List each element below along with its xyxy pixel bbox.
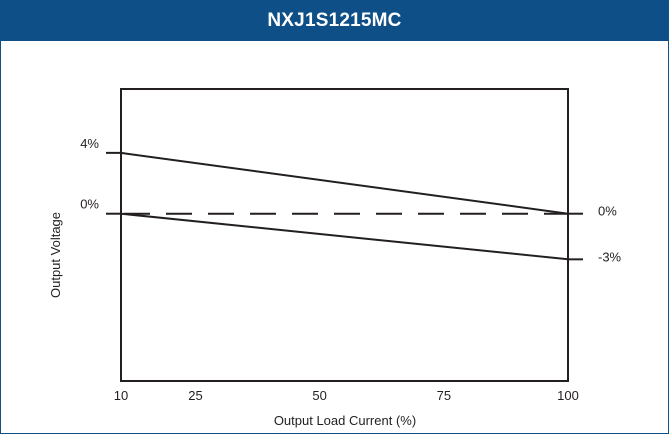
y-tick-label-left: 4% <box>80 136 99 151</box>
label-layer: 4% 0% 0% -3% 10 25 50 75 100 <box>80 136 621 403</box>
plot-area-border <box>120 88 569 382</box>
x-axis-label: Output Load Current (%) <box>274 413 416 428</box>
y-axis-label: Output Voltage <box>48 212 63 298</box>
chart-title: NXJ1S1215MC <box>1 1 668 41</box>
x-tick-label: 75 <box>437 388 451 403</box>
series-line-1 <box>120 151 569 215</box>
y-tick-label-left: 0% <box>80 197 99 212</box>
end-label-right: -3% <box>598 249 622 264</box>
x-tick-label: 10 <box>114 388 128 403</box>
series-layer <box>120 151 569 261</box>
x-tick-label: 25 <box>188 388 202 403</box>
tick-layer <box>106 151 583 261</box>
x-tick-label: 100 <box>557 388 579 403</box>
series-line-3 <box>120 212 569 261</box>
x-tick-label: 50 <box>312 388 326 403</box>
end-label-right: 0% <box>598 204 617 219</box>
